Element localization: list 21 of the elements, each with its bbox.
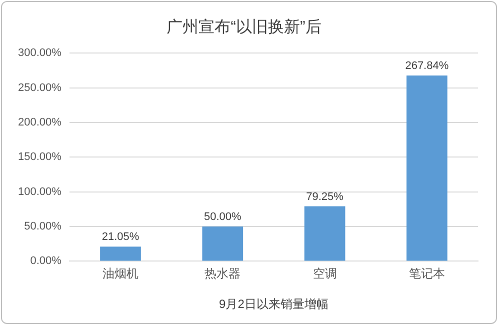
y-tick-label: 100.00% [18,186,62,198]
data-label: 21.05% [102,231,140,244]
data-label: 267.84% [405,60,449,72]
data-label: 79.25% [306,190,344,203]
data-label: 50.00% [204,211,242,224]
x-tick-label: 笔记本 [408,266,445,281]
y-tick-label: 200.00% [18,116,62,129]
bar [304,206,346,261]
bar [100,246,141,261]
x-tick-label: 空调 [312,266,337,281]
x-tick-label: 油烟机 [102,266,138,281]
bar [406,76,448,261]
x-tick-label: 热水器 [204,266,241,281]
y-tick-label: 300.00% [18,47,62,60]
bar [202,226,244,261]
y-tick-label: 250.00% [18,82,62,94]
y-tick-label: 150.00% [18,151,62,164]
chart-title: 广州宣布“以旧换新”后 [166,18,322,36]
y-tick-label: 50.00% [24,220,62,233]
x-axis-title: 9月2日以来销量增幅 [219,297,328,312]
y-tick-label: 0.00% [30,255,62,268]
